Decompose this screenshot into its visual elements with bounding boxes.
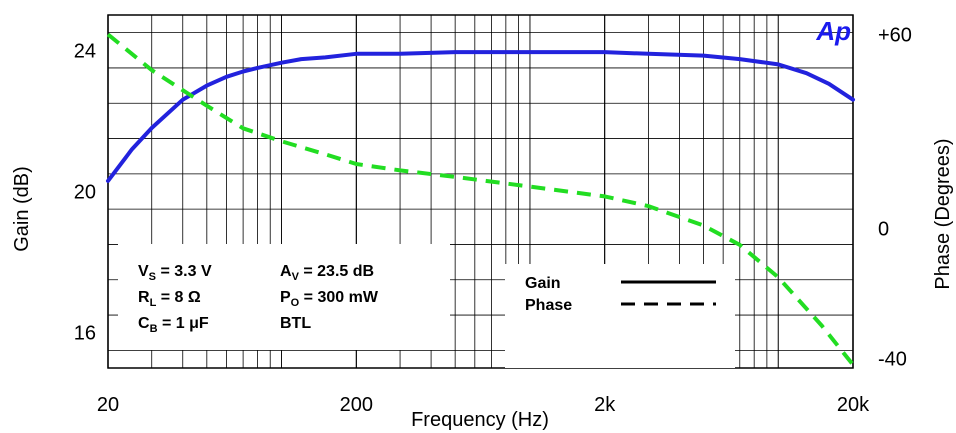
legend-label: Gain bbox=[525, 275, 561, 292]
y2-tick-labels: +60 0 -40 bbox=[878, 24, 912, 370]
y-axis-title: Gain (dB) bbox=[11, 166, 33, 252]
gain-series-line bbox=[106, 50, 855, 183]
condition-text: BTL bbox=[280, 315, 311, 332]
x-tick-label: 2k bbox=[594, 394, 616, 416]
legend: Gain Phase bbox=[525, 275, 716, 314]
y2-tick-label: -40 bbox=[878, 348, 907, 370]
x-tick-label: 20k bbox=[837, 394, 870, 416]
condition-text: VS = 3.3 V bbox=[138, 263, 212, 283]
x-tick-label: 20 bbox=[97, 394, 119, 416]
y-tick-labels: 16 20 24 bbox=[74, 40, 96, 344]
series-layer bbox=[106, 32, 855, 367]
y-tick-label: 20 bbox=[74, 182, 96, 204]
ap-logo: Ap bbox=[815, 16, 851, 46]
condition-text: CB = 1 μF bbox=[138, 315, 209, 335]
plot-border bbox=[107, 14, 854, 369]
condition-text: RL = 8 Ω bbox=[138, 289, 201, 309]
y2-axis-title: Phase (Degrees) bbox=[932, 138, 954, 289]
phase-series-line bbox=[106, 32, 855, 367]
x-tick-label: 200 bbox=[340, 394, 373, 416]
conditions-box bbox=[118, 244, 450, 350]
y2-tick-label: +60 bbox=[878, 24, 912, 46]
legend-label: Phase bbox=[525, 297, 572, 314]
y2-tick-label: 0 bbox=[878, 219, 889, 241]
condition-text: AV = 23.5 dB bbox=[280, 263, 374, 283]
conditions-annotations: VS = 3.3 V RL = 8 Ω CB = 1 μF AV = 23.5 dB P… bbox=[138, 263, 379, 335]
y-tick-label: 16 bbox=[74, 323, 96, 345]
x-tick-labels: 20 200 2k 20k bbox=[97, 394, 870, 416]
y-tick-label: 24 bbox=[74, 40, 96, 62]
x-axis-title: Frequency (Hz) bbox=[411, 409, 549, 431]
condition-text: PO = 300 mW bbox=[280, 289, 379, 309]
